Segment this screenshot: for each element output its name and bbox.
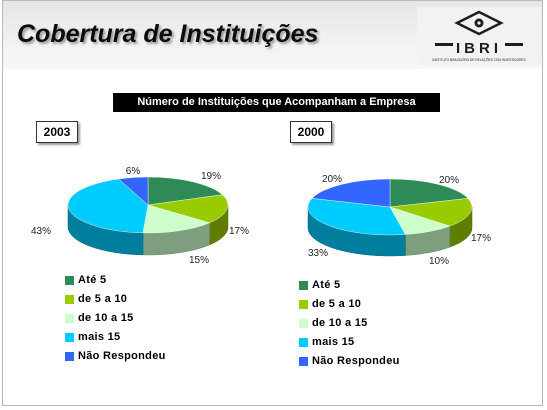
eye-icon	[454, 10, 504, 36]
legend-label-mais-15: mais 15	[312, 336, 355, 348]
pie-2000-label-mais-15: 33%	[308, 248, 328, 259]
legend-label-de-5-a-10: de 5 a 10	[312, 298, 362, 310]
pie-2003-slice-de-5-a-10	[147, 194, 229, 224]
legend-label-de-10-a-15: de 10 a 15	[78, 312, 134, 324]
pie-2003-label-nao-respondeu: 6%	[126, 166, 141, 177]
pie-2003-slice-nao-respondeu	[118, 176, 149, 206]
legend-swatch-ate-5	[299, 281, 308, 290]
pie-2003-slice-mais-15	[67, 178, 149, 234]
pie-2000-slice-mais-15	[307, 198, 406, 236]
ibri-logo: IBRI INSTITUTO BRASILEIRO DE RELAÇÕES CO…	[417, 7, 541, 65]
pie-2003-label-ate-5: 19%	[201, 171, 221, 182]
pie-2000-label-nao-respondeu: 20%	[322, 174, 342, 185]
legend-label-ate-5: Até 5	[312, 279, 341, 291]
year-label-2000: 2000	[290, 121, 332, 143]
legend-swatch-nao-respondeu	[299, 357, 308, 366]
legend-label-ate-5: Até 5	[78, 274, 107, 286]
legend-swatch-de-5-a-10	[299, 300, 308, 309]
legend-swatch-nao-respondeu	[65, 352, 74, 361]
legend-label-mais-15: mais 15	[78, 331, 121, 343]
legend-swatch-de-10-a-15	[299, 319, 308, 328]
legend-swatch-de-5-a-10	[65, 295, 74, 304]
pie-2000-slice-de-5-a-10	[389, 198, 473, 227]
legend-label-de-10-a-15: de 10 a 15	[312, 317, 368, 329]
legend-swatch-mais-15	[65, 333, 74, 342]
legend-swatch-mais-15	[299, 338, 308, 347]
pie-2000-label-de-10-a-15: 10%	[429, 256, 449, 267]
pie-2003-label-mais-15: 43%	[31, 226, 51, 237]
logo-tagline: INSTITUTO BRASILEIRO DE RELAÇÕES COM INV…	[432, 57, 525, 62]
year-label-2003: 2003	[36, 121, 78, 143]
header-banner: Cobertura de Instituições IBRI INSTITUTO…	[3, 1, 542, 69]
pie-2000-slice-ate-5	[389, 178, 469, 208]
pie-charts: 19% 17% 15% 43% 6% 20% 17% 10% 33% 20%	[31, 166, 491, 267]
page-title: Cobertura de Instituições	[17, 20, 319, 48]
legend-label-nao-respondeu: Não Respondeu	[312, 355, 400, 367]
legend-label-nao-respondeu: Não Respondeu	[78, 350, 166, 362]
legend-swatch-de-10-a-15	[65, 314, 74, 323]
pie-2000-label-ate-5: 20%	[439, 175, 459, 186]
pie-2000-label-de-5-a-10: 17%	[471, 233, 491, 244]
pie-2003-slice-de-10-a-15	[142, 204, 211, 234]
pie-2000-slice-nao-respondeu	[311, 178, 391, 208]
legend-label-de-5-a-10: de 5 a 10	[78, 293, 128, 305]
pie-2003-label-de-5-a-10: 17%	[229, 226, 249, 237]
slide: Cobertura de Instituições IBRI INSTITUTO…	[2, 0, 543, 406]
pie-2003-label-de-10-a-15: 15%	[189, 255, 209, 266]
logo-text: IBRI	[456, 40, 502, 57]
legend-swatch-ate-5	[65, 276, 74, 285]
chart-subtitle: Número de Instituições que Acompanham a …	[113, 93, 440, 112]
pie-2003-slice-ate-5	[147, 176, 223, 206]
